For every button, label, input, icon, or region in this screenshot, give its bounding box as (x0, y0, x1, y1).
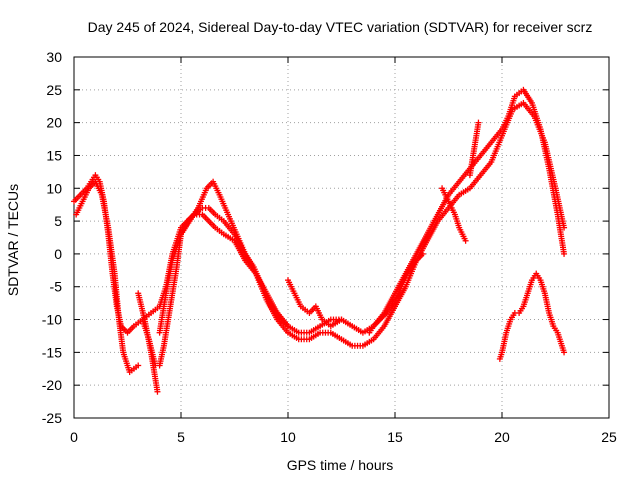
series-track-h (466, 119, 482, 179)
x-axis-label: GPS time / hours (287, 457, 394, 473)
series-track-k (366, 250, 426, 336)
y-tick-label: 0 (54, 246, 62, 262)
y-tick-label: -15 (42, 344, 62, 360)
series-track-g (439, 185, 469, 244)
data-point (462, 237, 469, 244)
y-tick-label: 25 (46, 82, 62, 98)
y-tick-label: 10 (46, 180, 62, 196)
x-tick-label: 25 (601, 429, 617, 445)
data-point (419, 250, 426, 257)
axes (73, 56, 610, 419)
series-track-d (135, 290, 161, 395)
y-axis-label: SDTVAR / TECUs (5, 184, 21, 296)
series-track-b (73, 178, 142, 376)
chart-title: Day 245 of 2024, Sidereal Day-to-day VTE… (88, 19, 593, 35)
data-point (338, 316, 345, 323)
y-tick-label: 30 (46, 49, 62, 65)
x-tick-labels: 0 5 10 15 20 25 (70, 429, 617, 445)
data-points (71, 86, 568, 395)
plot-frame (73, 56, 610, 419)
data-point (154, 388, 161, 395)
series-track-j (274, 309, 345, 336)
y-tick-label: -5 (50, 279, 63, 295)
data-point (135, 362, 142, 369)
y-tick-label: -20 (42, 377, 62, 393)
series-track-i (496, 270, 568, 362)
y-tick-label: 20 (46, 115, 62, 131)
series-track-e (156, 178, 291, 336)
x-tick-label: 0 (70, 429, 78, 445)
y-tick-label: 5 (54, 213, 62, 229)
data-point (561, 250, 568, 257)
x-tick-label: 10 (280, 429, 296, 445)
y-tick-label: -25 (42, 410, 62, 426)
x-tick-label: 20 (494, 429, 510, 445)
data-point (475, 119, 482, 126)
x-tick-label: 15 (387, 429, 403, 445)
y-tick-label: -10 (42, 312, 62, 328)
y-tick-labels: -25 -20 -15 -10 -5 0 5 10 15 20 25 30 (42, 49, 62, 426)
data-point (561, 349, 568, 356)
x-tick-label: 5 (177, 429, 185, 445)
y-tick-label: 15 (46, 147, 62, 163)
